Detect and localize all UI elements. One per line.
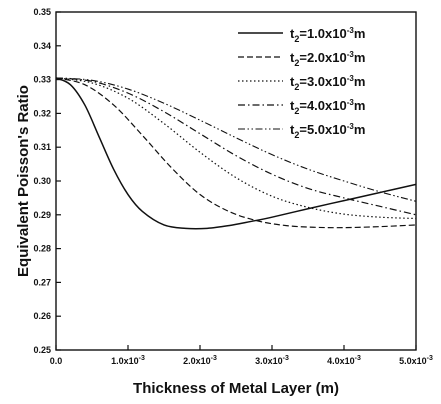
series-line-5 [55,77,417,202]
series-line-1 [55,77,417,230]
legend-label-2: t2=2.0x10-3m [290,50,365,68]
y-tick-label: 0.33 [33,75,51,85]
x-axis-ticks: 0.0 1.0x10-3 2.0x10-3 3.0x10-3 4.0x10-3 5.0x1… [50,345,433,366]
plot-lines [55,77,417,230]
y-tick-label: 0.35 [33,7,51,17]
y-axis-title: Equivalent Poisson's Ratio [15,85,32,277]
y-tick-label: 0.27 [33,277,51,287]
legend-label-1: t2=1.0x10-3m [290,26,365,44]
x-axis-title: Thickness of Metal Layer (m) [133,380,339,397]
series-line-2 [55,77,417,229]
y-tick-label: 0.29 [33,210,51,220]
y-tick-label: 0.30 [33,176,51,186]
legend-label-5: t2=5.0x10-3m [290,122,365,140]
x-tick-label: 3.0x10-3 [255,355,289,366]
y-tick-label: 0.25 [33,345,51,355]
legend-label-3: t2=3.0x10-3m [290,74,365,92]
legend-label-4: t2=4.0x10-3m [290,98,365,116]
x-tick-label: 0.0 [50,356,63,366]
y-axis-ticks: 0.25 0.26 0.27 0.28 0.29 0.30 0.31 0.32 0.33 0.34… [33,7,61,355]
y-tick-label: 0.28 [33,244,51,254]
x-tick-label: 5.0x10-3 [399,355,433,366]
y-tick-label: 0.34 [33,41,51,51]
y-tick-label: 0.32 [33,108,51,118]
x-tick-label: 2.0x10-3 [183,355,217,366]
y-tick-label: 0.26 [33,311,51,321]
y-tick-label: 0.31 [33,142,51,152]
x-tick-label: 1.0x10-3 [111,355,145,366]
x-tick-label: 4.0x10-3 [327,355,361,366]
series-line-4 [55,77,417,216]
legend: t2=1.0x10-3m t2=2.0x10-3m t2=3.0x10-3m t2=4… [238,26,365,140]
